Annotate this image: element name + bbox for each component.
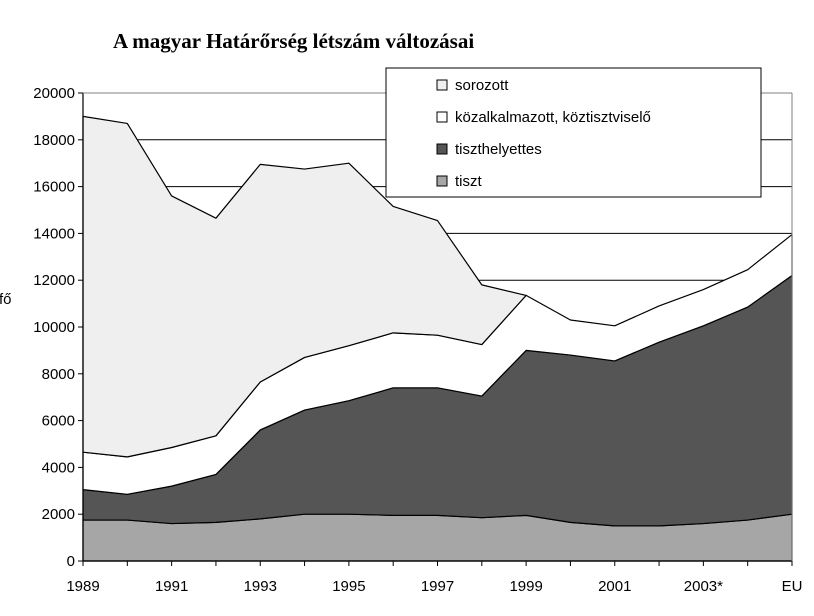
y-tick-label: 16000: [33, 179, 75, 196]
x-tick-label: 1989: [66, 578, 99, 595]
area-sorozott: [82, 115, 527, 458]
y-tick-label: 0: [67, 553, 75, 570]
chart-title: A magyar Határőrség létszám változásai: [113, 29, 474, 53]
y-tick-label: 6000: [42, 413, 75, 430]
x-tick-label: 1993: [244, 578, 277, 595]
legend-label: tiszt: [455, 173, 483, 190]
y-tick-label: 12000: [33, 272, 75, 289]
y-tick-label: 18000: [33, 132, 75, 149]
x-tick-label: 1997: [421, 578, 454, 595]
y-tick-label: 10000: [33, 319, 75, 336]
y-tick-label: 20000: [33, 85, 75, 102]
legend-label: sorozott: [455, 77, 509, 94]
x-ticks: 1989 1991 1993 1995 1997 1999 2001 2003* EU: [66, 561, 802, 595]
x-tick-label: 1995: [332, 578, 365, 595]
y-ticks: 0 2000 4000 6000 8000 10000 12000 14000 16000 180…: [33, 85, 83, 570]
y-tick-label: 14000: [33, 225, 75, 242]
stacked-areas: [82, 115, 793, 562]
y-tick-label: 4000: [42, 459, 75, 476]
y-tick-label: 2000: [42, 506, 75, 523]
legend-swatch: [436, 79, 448, 91]
legend: sorozott közalkalmazott, köztisztviselő ti…: [385, 67, 762, 198]
x-tick-label: EU: [782, 578, 803, 595]
x-tick-label: 1999: [509, 578, 542, 595]
legend-label: közalkalmazott, köztisztviselő: [455, 109, 651, 126]
x-tick-label: 1991: [155, 578, 188, 595]
legend-swatch: [436, 111, 448, 123]
legend-label: tiszthelyettes: [455, 141, 542, 158]
legend-box: [385, 67, 762, 198]
legend-swatch: [436, 143, 448, 155]
x-tick-label: 2001: [598, 578, 631, 595]
legend-swatch: [436, 175, 448, 187]
y-tick-label: 8000: [42, 366, 75, 383]
x-tick-label: 2003*: [684, 578, 723, 595]
y-axis-label: fő: [0, 291, 12, 308]
